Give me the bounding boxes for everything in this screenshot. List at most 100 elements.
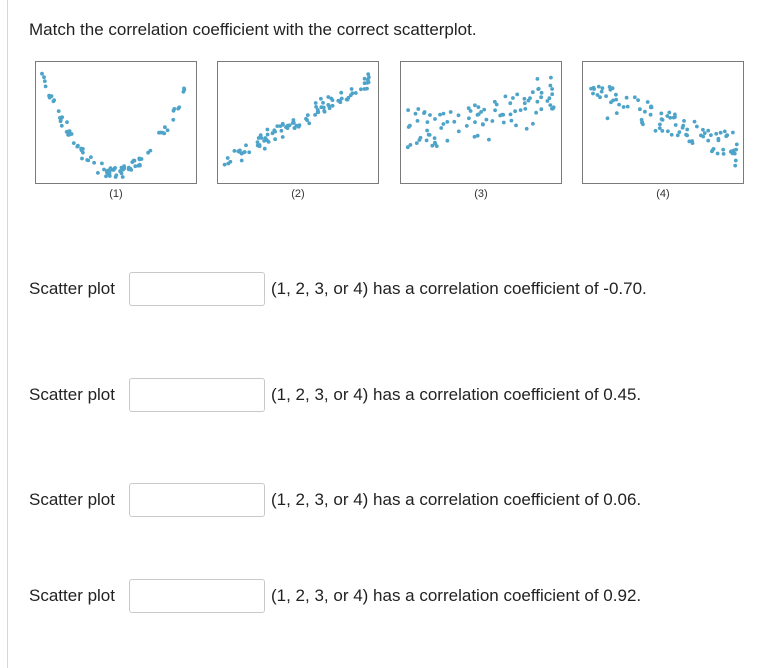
scatterplot-4-canvas bbox=[589, 84, 739, 168]
scatter-point bbox=[433, 117, 437, 121]
scatter-point bbox=[600, 86, 605, 90]
answer-row-3: Scatter plot (1, 2, 3, or 4) has a corre… bbox=[29, 482, 641, 518]
plot-label-1: (1) bbox=[109, 188, 123, 200]
scatter-point bbox=[408, 143, 413, 147]
scatter-point bbox=[114, 173, 119, 178]
scatter-point bbox=[136, 163, 141, 168]
row-suffix: (1, 2, 3, or 4) has a correlation coeffi… bbox=[271, 385, 642, 404]
scatter-point bbox=[81, 150, 85, 155]
scatter-point bbox=[339, 96, 344, 101]
scatter-point bbox=[307, 121, 312, 126]
scatter-point bbox=[280, 135, 285, 139]
scatter-point bbox=[666, 129, 670, 134]
scatter-point bbox=[316, 110, 321, 115]
scatter-point bbox=[56, 109, 61, 113]
scatter-point bbox=[417, 138, 422, 142]
scatter-point bbox=[721, 152, 726, 156]
scatter-point bbox=[108, 166, 113, 171]
scatter-point bbox=[71, 141, 76, 145]
answer-input-2[interactable] bbox=[129, 378, 265, 412]
scatter-point bbox=[687, 139, 692, 144]
scatter-point bbox=[131, 158, 136, 163]
scatter-point bbox=[531, 121, 535, 126]
scatter-point bbox=[476, 112, 481, 117]
plot-label-3: (3) bbox=[474, 188, 488, 200]
scatter-point bbox=[319, 105, 324, 110]
scatter-point bbox=[669, 132, 674, 137]
scatter-point bbox=[490, 119, 495, 123]
scatter-point bbox=[493, 108, 497, 113]
scatter-point bbox=[706, 128, 711, 133]
scatter-point bbox=[641, 122, 645, 127]
scatter-point bbox=[319, 96, 323, 101]
scatter-point bbox=[262, 146, 267, 151]
scatter-point bbox=[422, 111, 426, 115]
scatter-point bbox=[128, 166, 133, 171]
scatter-point bbox=[695, 124, 699, 129]
scatter-point bbox=[658, 122, 662, 127]
scatter-point bbox=[550, 106, 555, 111]
scatter-point bbox=[366, 72, 371, 76]
scatter-point bbox=[494, 102, 499, 107]
row-suffix: (1, 2, 3, or 4) has a correlation coeffi… bbox=[271, 586, 642, 605]
scatter-point bbox=[660, 118, 665, 122]
scatterplot-4 bbox=[582, 61, 744, 184]
scatter-point bbox=[228, 159, 233, 164]
scatter-point bbox=[724, 134, 729, 139]
scatter-point bbox=[40, 71, 44, 76]
scatter-point bbox=[275, 124, 280, 128]
scatter-point bbox=[468, 109, 473, 113]
scatter-point bbox=[439, 126, 444, 130]
scatter-point bbox=[76, 143, 80, 148]
scatter-point bbox=[285, 123, 290, 128]
scatter-point bbox=[614, 111, 619, 115]
scatter-point bbox=[614, 92, 618, 97]
scatter-point bbox=[638, 107, 642, 112]
scatter-point bbox=[524, 126, 529, 131]
scatter-point bbox=[673, 112, 677, 117]
answer-row-4: Scatter plot (1, 2, 3, or 4) has a corre… bbox=[29, 578, 641, 614]
scatter-point bbox=[480, 122, 485, 127]
scatter-point bbox=[148, 148, 153, 153]
scatter-point bbox=[535, 99, 540, 104]
scatter-point bbox=[326, 95, 331, 99]
scatter-point bbox=[668, 115, 673, 120]
scatter-point bbox=[599, 89, 604, 94]
scatter-point bbox=[699, 133, 703, 138]
scatter-point bbox=[281, 122, 285, 127]
answer-input-1[interactable] bbox=[129, 272, 265, 306]
scatter-point bbox=[406, 108, 410, 112]
scatter-point bbox=[425, 120, 430, 124]
scatter-point bbox=[291, 120, 296, 125]
scatter-point bbox=[539, 95, 543, 100]
question-text: Match the correlation coefficient with t… bbox=[29, 20, 477, 39]
scatter-point bbox=[346, 95, 351, 100]
scatter-point bbox=[617, 102, 621, 107]
scatter-point bbox=[255, 140, 260, 144]
scatter-point bbox=[92, 160, 96, 165]
answer-input-4[interactable] bbox=[129, 579, 265, 613]
scatter-point bbox=[441, 122, 446, 126]
scatter-point bbox=[675, 133, 680, 138]
scatter-point bbox=[690, 141, 695, 145]
scatter-point bbox=[292, 126, 297, 130]
answer-input-3[interactable] bbox=[129, 483, 265, 517]
scatter-point bbox=[313, 101, 318, 105]
scatter-point bbox=[322, 109, 327, 114]
scatter-point bbox=[682, 119, 686, 123]
scatter-point bbox=[632, 95, 637, 100]
scatter-point bbox=[425, 128, 429, 133]
scatter-point bbox=[64, 130, 69, 134]
scatter-point bbox=[81, 147, 85, 151]
scatter-point bbox=[511, 96, 515, 100]
scatter-point bbox=[362, 87, 367, 91]
scatter-point bbox=[427, 133, 432, 137]
scatter-point bbox=[42, 79, 47, 83]
scatter-point bbox=[330, 98, 335, 102]
scatterplot-3-canvas bbox=[405, 75, 556, 150]
scatterplot-2-canvas bbox=[222, 72, 371, 167]
scatter-point bbox=[416, 107, 421, 111]
scatter-point bbox=[665, 114, 670, 118]
scatter-point bbox=[539, 90, 544, 95]
scatter-point bbox=[327, 104, 332, 108]
